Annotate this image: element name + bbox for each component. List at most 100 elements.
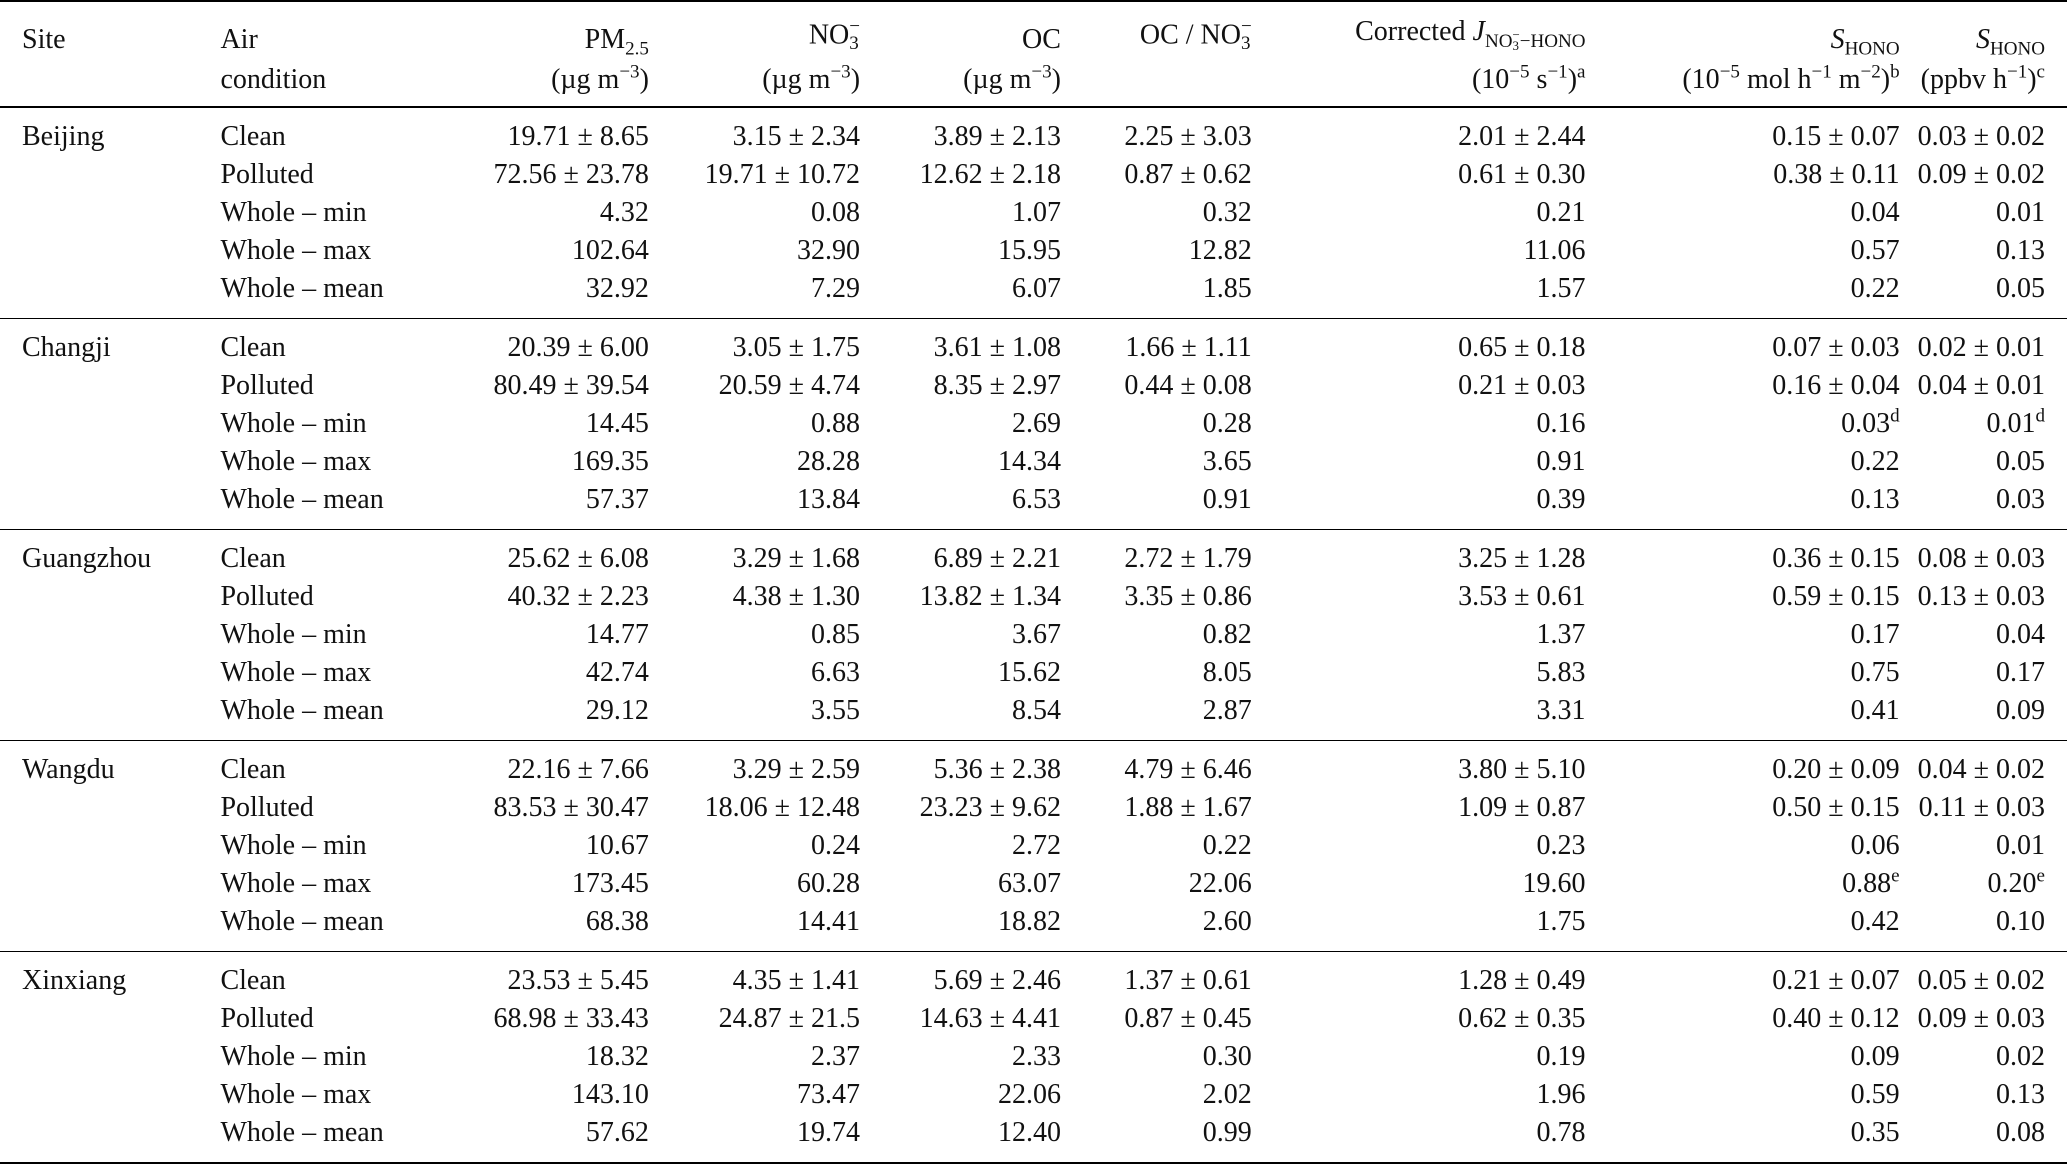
cell-air-condition: Whole – mean (220, 903, 456, 952)
cell-s-hono-rate: 0.13 (1918, 1076, 2067, 1114)
cell-pm25: 42.74 (585, 657, 649, 688)
table-row: Whole – min 14.77 0.85 3.67 0.82 1.37 0.17 0.04 (0, 616, 2067, 654)
cell-oc: 6.89 ± 2.21 (933, 543, 1061, 574)
cell-site (0, 578, 220, 616)
cell-s-hono-flux: 0.22 (1603, 443, 1917, 481)
footnote-marker: e (2036, 865, 2045, 887)
cell-pm25: 22.16 ± 7.66 (507, 754, 649, 785)
cell-oc-nitrate-ratio: 0.87 ± 0.45 (1124, 1003, 1252, 1034)
cell-air-condition: Whole – min (220, 408, 367, 439)
header-row-2: condition (µg m−3) (µg m−3) (µg m−3) (10… (0, 54, 2067, 108)
cell-site: Wangdu (22, 754, 115, 785)
cell-oc-nitrate-ratio: 0.44 ± 0.08 (1124, 370, 1252, 401)
table-row: Guangzhou Clean 25.62 ± 6.08 3.29 ± 1.68 6.8… (0, 530, 2067, 579)
cell-s-hono-rate-value: 0.05 (1996, 273, 2045, 304)
cell-s-hono-rate-value: 0.20 (1987, 868, 2037, 899)
cell-s-hono-rate: 0.01 (1918, 194, 2067, 232)
cell-s-hono-rate-value: 0.05 ± 0.02 (1917, 965, 2045, 996)
cell-oc-nitrate-ratio: 0.91 (1078, 481, 1270, 530)
cell-nitrate: 0.08 (811, 197, 861, 228)
cell-air-condition: Polluted (220, 159, 314, 190)
cell-s-hono-rate-value: 0.03 ± 0.02 (1917, 121, 2045, 152)
cell-site (0, 1000, 220, 1038)
site-group-xinxiang: Xinxiang Clean 23.53 ± 5.45 4.35 ± 1.41 5.69… (0, 952, 2067, 1164)
table-row: Whole – mean 57.37 13.84 6.53 0.91 0.39 0.13 0.… (0, 481, 2067, 530)
cell-s-hono-flux-value: 0.22 (1850, 446, 1900, 477)
cell-site (0, 481, 221, 530)
cell-pm25: 173.45 (571, 868, 649, 899)
cell-oc: 14.63 ± 4.41 (919, 1003, 1061, 1034)
cell-s-hono-flux-value: 0.35 (1850, 1117, 1900, 1148)
cell-oc: 15.95 (997, 235, 1061, 266)
cell-s-hono-rate: 0.01 (1918, 827, 2067, 865)
cell-s-hono-flux-value: 0.21 ± 0.07 (1772, 965, 1900, 996)
cell-nitrate: 20.59 ± 4.74 (718, 370, 861, 401)
cell-s-hono-flux-value: 0.40 ± 0.12 (1772, 1003, 1900, 1034)
cell-corrected-j: 5.83 (1536, 657, 1586, 688)
cell-air-condition: Whole – mean (220, 481, 456, 530)
cell-s-hono-flux-value: 0.50 ± 0.15 (1772, 792, 1900, 823)
cell-oc: 23.23 ± 9.62 (919, 792, 1061, 823)
cell-air-condition: Clean (220, 754, 286, 785)
cell-s-hono-rate-value: 0.03 (1996, 484, 2045, 515)
cell-nitrate: 24.87 ± 21.5 (718, 1003, 861, 1034)
table-row: Whole – max 173.45 60.28 63.07 22.06 19.60 0.8… (0, 865, 2067, 903)
cell-site (0, 692, 221, 741)
cell-corrected-j: 3.31 (1269, 692, 1604, 741)
cell-nitrate: 60.28 (797, 868, 861, 899)
cell-nitrate: 0.24 (811, 830, 861, 861)
cell-s-hono-rate: 0.09 (1917, 692, 2067, 741)
cell-s-hono-rate-value: 0.13 (1996, 1079, 2045, 1110)
cell-s-hono-rate-value: 0.02 (1996, 1041, 2045, 1072)
cell-oc: 6.07 (878, 270, 1079, 319)
cell-s-hono-rate: 0.03 (1917, 481, 2067, 530)
table-row: Beijing Clean 19.71 ± 8.65 3.15 ± 2.34 3.89 … (0, 107, 2067, 156)
table-header: Site Air PM2.5 NO −3 OC OC / NO −3 Correct… (0, 0, 2067, 108)
cell-pm25: 40.32 ± 2.23 (507, 581, 649, 612)
cell-nitrate: 14.41 (666, 903, 879, 952)
cell-corrected-j: 11.06 (1523, 235, 1586, 266)
cell-oc-nitrate-ratio: 0.32 (1202, 197, 1252, 228)
cell-site (0, 405, 220, 443)
header-ratio-unit-blank (1078, 54, 1270, 108)
cell-pm25: 83.53 ± 30.47 (493, 792, 649, 823)
cell-s-hono-rate: 0.01d (1918, 405, 2067, 443)
cell-oc-nitrate-ratio: 1.37 ± 0.61 (1124, 965, 1252, 996)
header-oc: OC (878, 0, 1079, 54)
cell-oc-nitrate-ratio: 0.22 (1202, 830, 1252, 861)
cell-oc: 8.35 ± 2.97 (933, 370, 1061, 401)
cell-oc: 18.82 (878, 903, 1079, 952)
cell-s-hono-flux: 0.04 (1603, 194, 1917, 232)
cell-nitrate: 0.85 (811, 619, 861, 650)
cell-s-hono-rate: 0.17 (1918, 654, 2067, 692)
cell-oc: 5.69 ± 2.46 (933, 965, 1061, 996)
cell-s-hono-rate: 0.10 (1917, 903, 2067, 952)
cell-nitrate: 18.06 ± 12.48 (704, 792, 861, 823)
cell-s-hono-flux-value: 0.38 ± 0.11 (1773, 159, 1900, 190)
cell-oc: 2.33 (1011, 1041, 1061, 1072)
cell-s-hono-flux-value: 0.17 (1850, 619, 1900, 650)
cell-s-hono-flux-value: 0.42 (1850, 906, 1900, 937)
cell-corrected-j: 3.25 ± 1.28 (1458, 543, 1586, 574)
cell-s-hono-rate-value: 0.13 ± 0.03 (1917, 581, 2045, 612)
table-row: Whole – mean 32.92 7.29 6.07 1.85 1.57 0.22 0.0… (0, 270, 2067, 319)
cell-pm25: 102.64 (571, 235, 649, 266)
table-row: Whole – max 143.10 73.47 22.06 2.02 1.96 0.59 0… (0, 1076, 2067, 1114)
cell-s-hono-flux: 0.40 ± 0.12 (1603, 1000, 1917, 1038)
cell-corrected-j: 0.21 ± 0.03 (1458, 370, 1586, 401)
cell-air-condition: Whole – min (220, 1041, 367, 1072)
cell-nitrate: 3.29 ± 2.59 (732, 754, 861, 785)
table-row: Polluted 68.98 ± 33.43 24.87 ± 21.5 14.63 ±… (0, 1000, 2067, 1038)
cell-pm25: 68.38 (455, 903, 667, 952)
cell-nitrate: 4.35 ± 1.41 (732, 965, 861, 996)
cell-corrected-j: 3.80 ± 5.10 (1458, 754, 1586, 785)
cell-site (0, 865, 220, 903)
cell-corrected-j: 1.28 ± 0.49 (1458, 965, 1586, 996)
cell-oc: 5.36 ± 2.38 (933, 754, 1061, 785)
cell-s-hono-rate: 0.13 (1918, 232, 2067, 270)
cell-s-hono-rate-value: 0.05 (1996, 446, 2045, 477)
cell-s-hono-rate-value: 0.09 ± 0.03 (1917, 1003, 2045, 1034)
cell-s-hono-rate-value: 0.08 ± 0.03 (1917, 543, 2045, 574)
